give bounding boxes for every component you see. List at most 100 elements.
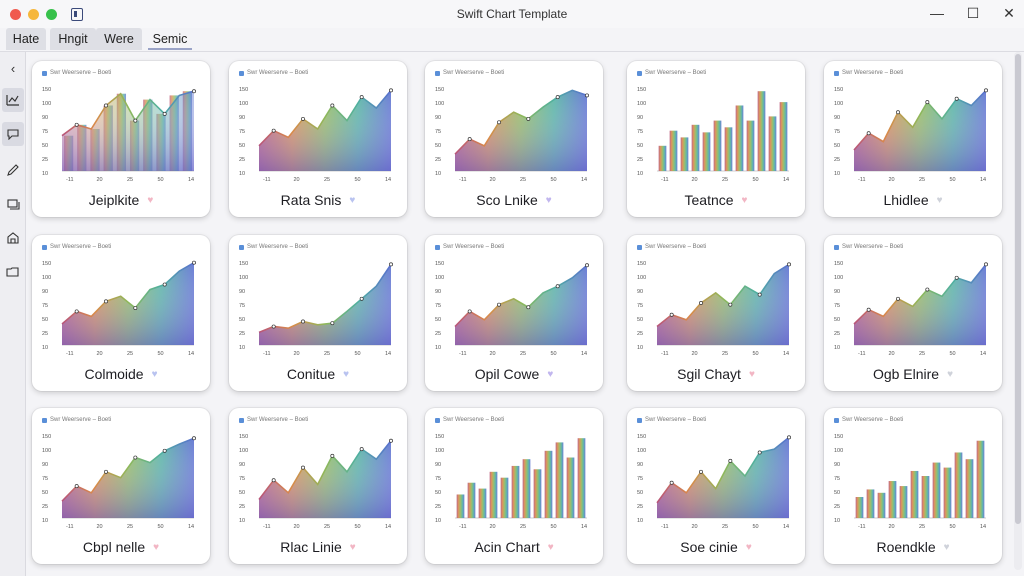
chart-point — [389, 438, 393, 443]
folder-icon[interactable] — [2, 260, 24, 284]
card-title: Ogb Elnire ♥ — [824, 366, 1002, 382]
legend-swatch — [834, 70, 839, 76]
template-card[interactable]: Swr Weerserve – Boeti 150 100 90 75 50 25 10 -11… — [32, 61, 210, 217]
minimize-icon[interactable]: — — [930, 5, 944, 21]
heart-icon[interactable]: ♥ — [349, 195, 356, 206]
tab-were[interactable]: Were — [96, 28, 142, 50]
x-tick-label: 20 — [294, 524, 300, 530]
heart-icon[interactable]: ♥ — [547, 542, 554, 553]
scrollbar-thumb[interactable] — [1015, 54, 1021, 524]
card-header-text: Swr Weerserve – Boeti — [247, 244, 309, 250]
y-tick-label: 90 — [834, 462, 840, 468]
chart-point — [133, 306, 138, 310]
mini-chart: 150 100 90 75 50 25 10 -11 20 25 50 14 — [834, 434, 986, 530]
heart-icon[interactable]: ♥ — [343, 369, 350, 380]
heart-icon[interactable]: ♥ — [745, 542, 752, 553]
tab-hngit[interactable]: Hngit — [50, 28, 96, 50]
y-tick-label: 100 — [42, 448, 51, 454]
heart-icon[interactable]: ♥ — [153, 542, 160, 553]
template-card[interactable]: Swr Weerserve – Boeti 150 100 90 75 50 25 10 -11… — [824, 235, 1002, 391]
legend-swatch — [834, 417, 839, 423]
heart-icon[interactable]: ♥ — [947, 369, 954, 380]
x-tick-label: 14 — [385, 351, 391, 357]
chat-icon[interactable] — [2, 122, 24, 146]
heart-icon[interactable]: ♥ — [547, 369, 554, 380]
pen-icon[interactable] — [2, 158, 24, 182]
y-tick-label: 25 — [42, 157, 48, 163]
template-card[interactable]: Swr Weerserve – Boeti 150 100 90 75 50 25 10 -11… — [229, 235, 407, 391]
x-tick-label: 20 — [889, 524, 895, 530]
x-tick-label: 50 — [753, 524, 759, 530]
y-tick-label: 100 — [834, 275, 843, 281]
heart-icon[interactable]: ♥ — [151, 369, 158, 380]
y-tick-label: 25 — [42, 331, 48, 337]
x-tick-label: 20 — [97, 524, 103, 530]
template-card[interactable]: Swr Weerserve – Boeti 150 100 90 75 50 25 10 -11… — [824, 408, 1002, 564]
chart-point — [699, 469, 703, 474]
template-card[interactable]: Swr Weerserve – Boeti 150 100 90 75 50 25 10 -11… — [627, 61, 805, 217]
zoom-dot[interactable] — [46, 8, 57, 20]
tab-hate[interactable]: Hate — [6, 28, 46, 50]
y-tick-label: 100 — [239, 275, 248, 281]
card-title-text: Sco Lnike — [476, 192, 538, 208]
x-tick-label: 14 — [385, 177, 391, 183]
close-icon[interactable]: ✕ — [1003, 5, 1015, 21]
template-card[interactable]: Swr Weerserve – Boeti 150 100 90 75 50 25 10 -11… — [627, 408, 805, 564]
template-card[interactable]: Swr Weerserve – Boeti 150 100 90 75 50 25 10 -11… — [32, 235, 210, 391]
chart-point — [74, 309, 79, 314]
close-dot[interactable] — [10, 8, 21, 20]
x-tick-label: 20 — [692, 351, 698, 357]
y-tick-label: 100 — [637, 275, 646, 281]
x-tick-label: 25 — [722, 351, 728, 357]
template-card[interactable]: Swr Weerserve – Boeti 150 100 90 75 50 25 10 -11… — [824, 61, 1002, 217]
legend-swatch — [637, 70, 642, 76]
template-card[interactable]: Swr Weerserve – Boeti 150 100 90 75 50 25 10 -11… — [425, 408, 603, 564]
x-tick-label: 50 — [158, 177, 164, 183]
y-tick-label: 50 — [42, 317, 48, 323]
heart-icon[interactable]: ♥ — [936, 195, 943, 206]
template-card[interactable]: Swr Weerserve – Boeti 150 100 90 75 50 25 10 -11… — [229, 408, 407, 564]
heart-icon[interactable]: ♥ — [748, 369, 755, 380]
heart-icon[interactable]: ♥ — [943, 542, 950, 553]
tab-bar: Hate Hngit Were Semic — [0, 28, 1024, 52]
heart-icon[interactable]: ♥ — [147, 195, 154, 206]
y-tick-label: 25 — [239, 157, 245, 163]
y-tick-label: 50 — [834, 317, 840, 323]
chart-icon[interactable] — [2, 88, 24, 112]
card-header-text: Swr Weerserve – Boeti — [443, 70, 505, 76]
minimize-dot[interactable] — [28, 8, 39, 20]
layers-icon[interactable] — [2, 192, 24, 216]
x-tick-label: 25 — [127, 351, 133, 357]
heart-icon[interactable]: ♥ — [741, 195, 748, 206]
y-tick-label: 150 — [834, 434, 843, 440]
legend-swatch — [637, 417, 642, 423]
home-icon[interactable] — [2, 226, 24, 250]
chart-area-shade — [62, 438, 194, 518]
card-header: Swr Weerserve – Boeti — [834, 70, 903, 76]
chart-line — [454, 89, 588, 155]
y-tick-label: 100 — [435, 275, 444, 281]
y-tick-label: 90 — [239, 289, 245, 295]
heart-icon[interactable]: ♥ — [545, 195, 552, 206]
x-tick-label: -11 — [858, 524, 866, 530]
template-card[interactable]: Swr Weerserve – Boeti 150 100 90 75 50 25 10 -11… — [425, 235, 603, 391]
template-card[interactable]: Swr Weerserve – Boeti 150 100 90 75 50 25 10 -11… — [32, 408, 210, 564]
template-card[interactable]: Swr Weerserve – Boeti 150 100 90 75 50 25 10 -11… — [627, 235, 805, 391]
card-header: Swr Weerserve – Boeti — [637, 244, 706, 250]
chart-point — [467, 309, 472, 314]
template-card[interactable]: Swr Weerserve – Boeti 150 100 90 75 50 25 10 -11… — [425, 61, 603, 217]
maximize-icon[interactable]: ☐ — [966, 5, 980, 21]
heart-icon[interactable]: ♥ — [349, 542, 356, 553]
x-tick-label: 20 — [490, 351, 496, 357]
chevron-left-icon[interactable]: ‹ — [10, 60, 16, 76]
tab-semic[interactable]: Semic — [148, 28, 192, 50]
chart-bar — [522, 459, 531, 518]
y-tick-label: 10 — [637, 345, 643, 351]
card-header: Swr Weerserve – Boeti — [239, 244, 308, 250]
scrollbar[interactable] — [1014, 52, 1022, 570]
card-title: Lhidlee ♥ — [824, 192, 1002, 208]
y-tick-label: 50 — [239, 490, 245, 496]
template-card[interactable]: Swr Weerserve – Boeti 150 100 90 75 50 25 10 -11… — [229, 61, 407, 217]
y-tick-label: 50 — [637, 143, 643, 149]
card-title: Rlac Linie ♥ — [229, 539, 407, 555]
